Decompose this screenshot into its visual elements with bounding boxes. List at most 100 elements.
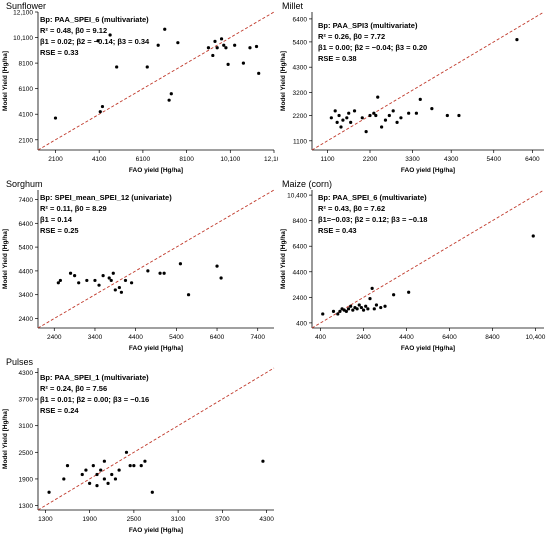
data-point [206,46,211,50]
data-point [73,274,77,278]
y-axis-label: Model Yield [Hg/ha] [2,409,9,469]
data-point [91,464,95,468]
data-point [96,39,100,43]
data-point [407,290,411,294]
data-point [65,464,70,468]
millet-panel: Millet 1100 2200 3300 4300 5400 6400 1100 2200 32… [278,0,550,178]
y-tick-label: 6100 [19,86,34,93]
data-point [88,481,92,485]
data-point [361,308,366,312]
y-axis-label: Model Yield [Hg/ha] [280,229,287,289]
scatter-chart: Sorghum 2400 3400 4400 5400 6400 7400 2400 3400 4… [2,179,275,352]
data-point [338,309,342,313]
data-point [178,262,183,266]
x-tick-label: 6400 [210,334,225,341]
x-tick-label: 1100 [320,156,334,163]
x-tick-label: 3100 [171,516,186,523]
x-tick-label: 4100 [92,156,107,163]
scatter-chart: Sunflower 2100 4100 6100 8100 10,100 12,100 210… [2,1,284,174]
panel-title: Millet [282,1,304,11]
data-point [357,303,361,307]
data-point [349,304,353,308]
data-point [77,281,81,285]
data-point [344,309,348,313]
data-point [47,490,51,494]
y-tick-label: 8400 [293,218,308,225]
data-point [335,120,339,124]
y-tick-label: 4100 [19,112,34,119]
data-point [219,276,223,280]
y-axis-label: Model Yield [Hg/ha] [2,51,9,111]
data-point [392,293,396,297]
data-point [113,477,118,481]
data-point [146,269,150,273]
data-point [346,307,351,311]
x-tick-label: 10,100 [220,156,240,163]
x-tick-label: 6400 [525,156,540,163]
y-tick-label: 2200 [293,113,308,120]
stats-line: RSE = 0.25 [40,226,79,235]
data-point [383,304,387,308]
data-point [53,116,58,120]
data-point [102,459,106,463]
stats-line: RSE = 0.33 [40,48,79,57]
x-tick-label: 3300 [405,156,420,163]
y-tick-label: 4400 [19,268,34,275]
data-point [226,62,230,66]
data-point [457,113,461,118]
y-tick-label: 1100 [293,138,307,145]
data-point [347,111,351,115]
x-tick-label: 4300 [444,156,459,163]
data-point [336,312,340,316]
y-tick-label: 3100 [19,423,34,430]
x-tick-label: 2500 [127,516,142,523]
stats-line: Bp: PAA_SPEI_6 (multivariate) [318,193,427,202]
y-tick-label: 10,400 [287,193,307,200]
data-point [370,286,374,290]
data-point [110,472,114,477]
data-point [222,43,226,47]
stats-line: β1 = 0.02; β2 = −0.14; β3 = 0.34 [40,37,150,46]
x-tick-label: 5400 [486,156,501,163]
data-point [241,61,246,65]
data-point [387,113,391,118]
data-point [111,271,115,275]
data-point [261,459,265,463]
data-point [68,271,73,275]
data-point [329,116,333,120]
data-point [176,41,180,45]
x-tick-label: 4300 [259,516,274,523]
data-point [132,464,136,468]
scatter-chart: Maize (corn) 400 2400 4400 6400 8400 10,400 400… [280,179,546,352]
y-tick-label: 5400 [19,245,34,252]
y-tick-label: 5400 [293,39,308,46]
panel-title: Sorghum [6,179,43,189]
data-point [99,468,103,472]
data-point [124,450,129,454]
y-tick-label: 7400 [19,197,34,204]
pulses-panel: Pulses 1300 1900 2500 3100 3700 4300 1300 1900 25… [0,356,278,538]
data-point [128,464,132,468]
stats-line: Bp: PAA_SPI3 (multivariate) [318,21,418,30]
x-axis-label: FAO yield [Hg/ha] [129,527,183,534]
data-point [233,43,237,47]
y-tick-label: 6400 [19,221,34,228]
y-tick-label: 2100 [19,137,34,144]
data-point [107,276,111,280]
data-point [360,116,364,120]
data-point [158,271,162,275]
data-point [215,264,219,268]
panel-title: Maize (corn) [282,179,332,189]
stats-line: Bp: PAA_SPEI_1 (multivariate) [40,373,149,382]
x-axis-label: FAO yield [Hg/ha] [401,345,455,352]
x-tick-label: 2400 [47,334,62,341]
y-tick-label: 2400 [293,295,308,302]
data-point [374,303,379,307]
data-point [113,288,117,292]
data-point [359,305,364,310]
data-point [224,46,228,50]
data-point [115,65,119,69]
y-axis-label: Model Yield [Hg/ha] [280,51,287,111]
data-point [162,271,166,275]
